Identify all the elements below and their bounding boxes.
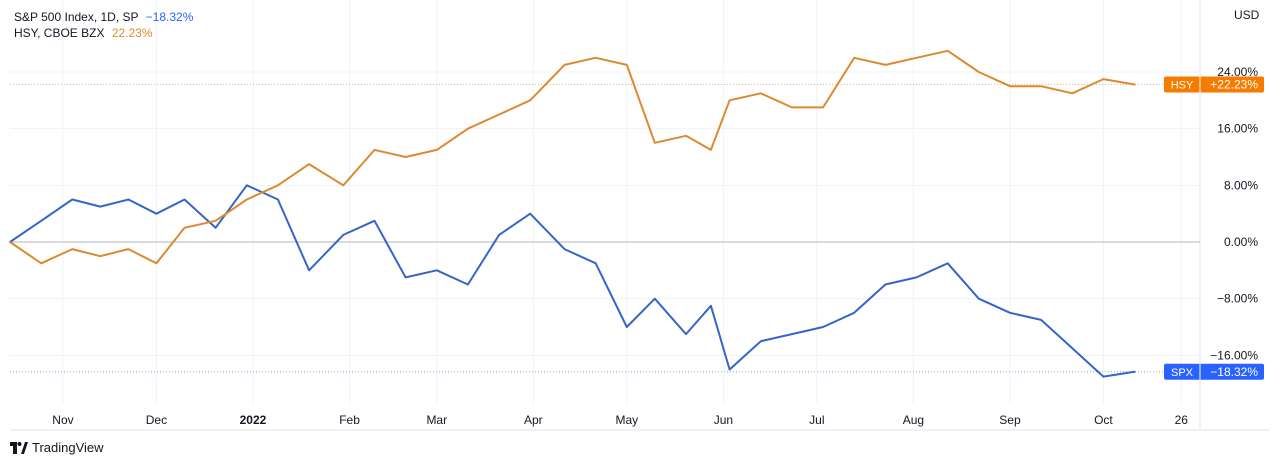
x-tick-label: Jun [714, 413, 733, 427]
tradingview-brand-name: TradingView [32, 440, 104, 455]
tradingview-brand[interactable]: TradingView [10, 440, 104, 455]
y-tick-label: −8.00% [1217, 292, 1258, 306]
legend-hsy[interactable]: HSY, CBOE BZX 22.23% [14, 26, 153, 41]
legend-spx-name: S&P 500 Index, 1D, SP [14, 10, 139, 24]
x-tick-label: Sep [999, 413, 1021, 427]
x-tick-label: Dec [146, 413, 167, 427]
x-tick-label: Oct [1094, 413, 1113, 427]
y-tick-label: 8.00% [1224, 178, 1258, 192]
y-tick-label: 0.00% [1224, 235, 1258, 249]
currency-label: USD [1234, 8, 1260, 22]
price-tag-spx[interactable] [1164, 363, 1264, 380]
legend-hsy-name: HSY, CBOE BZX [14, 26, 105, 40]
y-tick-label: 16.00% [1217, 122, 1258, 136]
x-tick-label: Nov [52, 413, 73, 427]
x-tick-label: 26 [1175, 413, 1189, 427]
series-line-hsy[interactable] [9, 49, 1136, 265]
y-tick-label: 24.00% [1217, 65, 1258, 79]
legend-spx[interactable]: S&P 500 Index, 1D, SP −18.32% [14, 10, 193, 25]
price-tag-ticker-spx: SPX [1171, 367, 1194, 379]
tradingview-logo-icon [10, 441, 28, 454]
price-tag-ticker-hsy: HSY [1171, 80, 1194, 92]
x-tick-label: Jul [809, 413, 824, 427]
x-tick-label: Mar [426, 413, 447, 427]
legend-hsy-change: 22.23% [111, 26, 153, 40]
price-tag-value-hsy: +22.23% [1210, 78, 1258, 92]
x-tick-label: May [615, 413, 638, 427]
series-line-spx[interactable] [9, 184, 1136, 378]
price-tag-hsy[interactable] [1164, 76, 1264, 93]
x-tick-label: Aug [903, 413, 924, 427]
price-tag-value-spx: −18.32% [1210, 365, 1258, 379]
y-tick-label: −16.00% [1210, 348, 1258, 362]
x-tick-label: Feb [339, 413, 360, 427]
x-tick-label: 2022 [240, 413, 267, 427]
legend-spx-change: −18.32% [145, 10, 194, 24]
x-tick-label: Apr [524, 413, 543, 427]
